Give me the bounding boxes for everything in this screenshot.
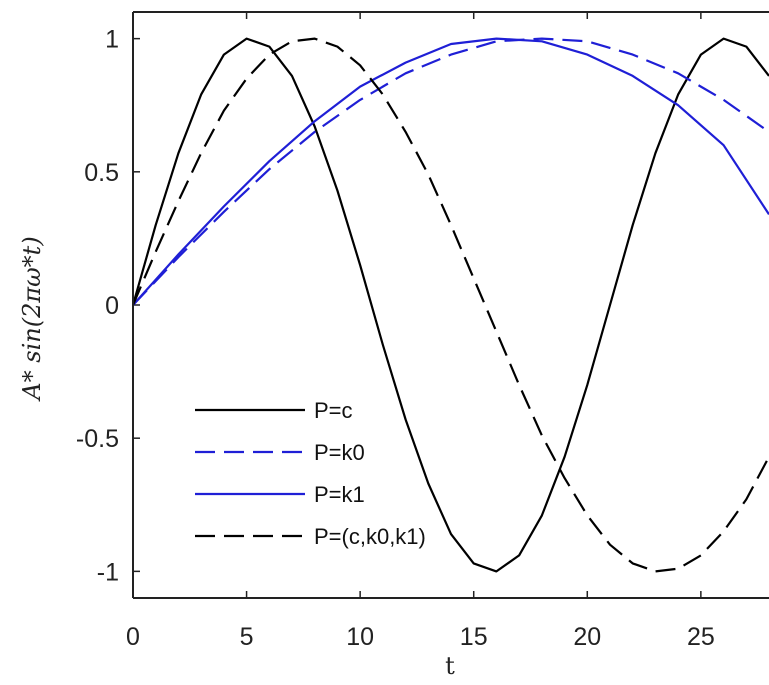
axes-frame (132, 11, 769, 599)
y-tick-label: -0.5 (76, 425, 119, 453)
x-tick-label: 15 (460, 623, 488, 651)
x-axis-ticks: 0 5 10 15 20 25 (126, 12, 715, 651)
x-tick-label: 5 (240, 623, 254, 651)
y-axis-ticks: -1 -0.5 0 0.5 1 (76, 26, 140, 586)
y-axis-label: A* sin(2πω*t) (18, 236, 46, 401)
series-line-1 (133, 37, 769, 573)
legend-label-1: P=c (314, 398, 353, 423)
legend-label-3: P=k1 (314, 482, 365, 507)
series-layer (133, 37, 769, 573)
series-line-2 (133, 37, 769, 306)
x-tick-label: 10 (346, 623, 374, 651)
x-tick-label: 25 (687, 623, 715, 651)
legend-label-4: P=(c,k0,k1) (314, 524, 426, 549)
legend: P=c P=k0 P=k1 P=(c,k0,k1) (195, 398, 426, 549)
y-tick-label: -1 (97, 558, 119, 586)
x-tick-label: 0 (126, 623, 140, 651)
x-tick-label: 20 (573, 623, 601, 651)
y-tick-label: 0.5 (84, 159, 119, 187)
y-tick-label: 1 (105, 26, 119, 54)
legend-label-2: P=k0 (314, 440, 365, 465)
series-line-3 (133, 37, 769, 306)
x-axis-label: t (445, 652, 455, 680)
y-tick-label: 0 (105, 292, 119, 320)
series-line-4 (133, 37, 769, 573)
